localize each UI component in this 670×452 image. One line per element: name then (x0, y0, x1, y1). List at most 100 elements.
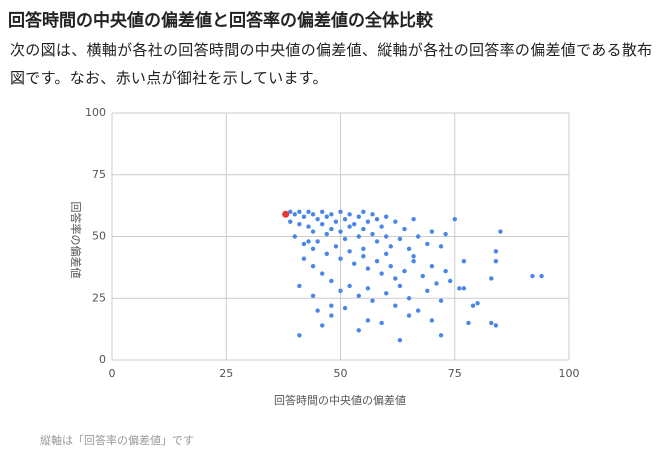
point (489, 276, 494, 281)
point (315, 308, 320, 313)
point (493, 323, 499, 328)
point (342, 305, 348, 311)
point (466, 320, 471, 326)
point (297, 209, 302, 214)
point (406, 313, 412, 318)
point (338, 209, 343, 214)
point (498, 229, 503, 234)
point (356, 234, 361, 239)
point (365, 266, 371, 271)
point (297, 283, 302, 289)
point (356, 328, 361, 333)
y-axis-title: 回答率の偏差値 (69, 202, 83, 279)
point (297, 333, 302, 338)
point (361, 254, 366, 259)
point (320, 209, 325, 214)
point (438, 298, 444, 303)
footnote: 縦軸は「回答率の偏差値」です (40, 434, 194, 447)
point (411, 259, 416, 264)
point (429, 318, 435, 323)
point (315, 239, 320, 244)
x-tick-label: 100 (559, 367, 580, 380)
point (320, 323, 325, 328)
point (415, 234, 421, 239)
point (493, 259, 499, 264)
point (365, 286, 371, 291)
point (420, 273, 425, 279)
point (411, 217, 416, 222)
y-tick-label: 0 (99, 353, 106, 366)
point (338, 256, 343, 261)
point (347, 212, 352, 217)
point (347, 249, 352, 254)
point (429, 263, 435, 269)
point (301, 214, 307, 219)
point (292, 234, 297, 239)
point (361, 209, 366, 214)
point (306, 239, 311, 244)
y-tick-label: 75 (92, 168, 106, 181)
point (475, 300, 480, 306)
point (301, 256, 307, 261)
point (352, 221, 357, 227)
point (342, 217, 348, 222)
point (457, 286, 462, 291)
point (429, 229, 435, 234)
title: 回答時間の中央値の偏差値と回答率の偏差値の全体比較 (8, 11, 433, 31)
point (370, 298, 375, 303)
point (425, 288, 430, 294)
point (493, 249, 499, 254)
point (397, 338, 403, 343)
y-tick-label: 25 (92, 291, 106, 304)
point (393, 219, 398, 224)
paragraph: 次の図は、横軸が各社の回答時間の中央値の偏差値、縦軸が各社の回答率の偏差値である… (10, 41, 653, 87)
point (356, 293, 361, 298)
point (297, 221, 302, 227)
point (347, 283, 352, 289)
point (425, 241, 430, 247)
point (438, 244, 444, 249)
point (447, 278, 453, 284)
point (315, 217, 320, 222)
point (452, 217, 457, 222)
point (379, 271, 384, 276)
x-tick-label: 25 (219, 367, 233, 380)
point (379, 224, 384, 229)
point (338, 288, 343, 294)
point (411, 254, 416, 259)
point (374, 239, 380, 244)
point (288, 219, 293, 224)
point (384, 251, 389, 256)
point (361, 226, 366, 232)
point (461, 259, 467, 264)
x-axis-title: 回答時間の中央値の偏差値 (274, 393, 406, 407)
point (342, 236, 348, 242)
point (352, 261, 357, 266)
point (370, 231, 375, 237)
chart: 回答時間の中央値の偏差値 回答率の偏差値 0 25 50 75 100 0 25 50 75 10… (69, 106, 580, 407)
point (384, 234, 389, 239)
point (333, 219, 339, 224)
point (310, 263, 316, 269)
point (320, 221, 325, 227)
point (324, 251, 329, 256)
point (379, 320, 384, 326)
point (365, 219, 371, 224)
point (365, 318, 371, 323)
point (434, 281, 439, 286)
point (329, 303, 334, 308)
point (301, 241, 307, 247)
point (310, 229, 316, 234)
point (393, 303, 398, 308)
point (470, 303, 476, 308)
point (288, 209, 293, 214)
point (384, 291, 389, 296)
point (320, 271, 325, 276)
point (310, 212, 316, 217)
point (370, 212, 375, 217)
point (397, 283, 403, 289)
point (329, 226, 334, 232)
point (406, 246, 412, 252)
point (443, 231, 448, 237)
